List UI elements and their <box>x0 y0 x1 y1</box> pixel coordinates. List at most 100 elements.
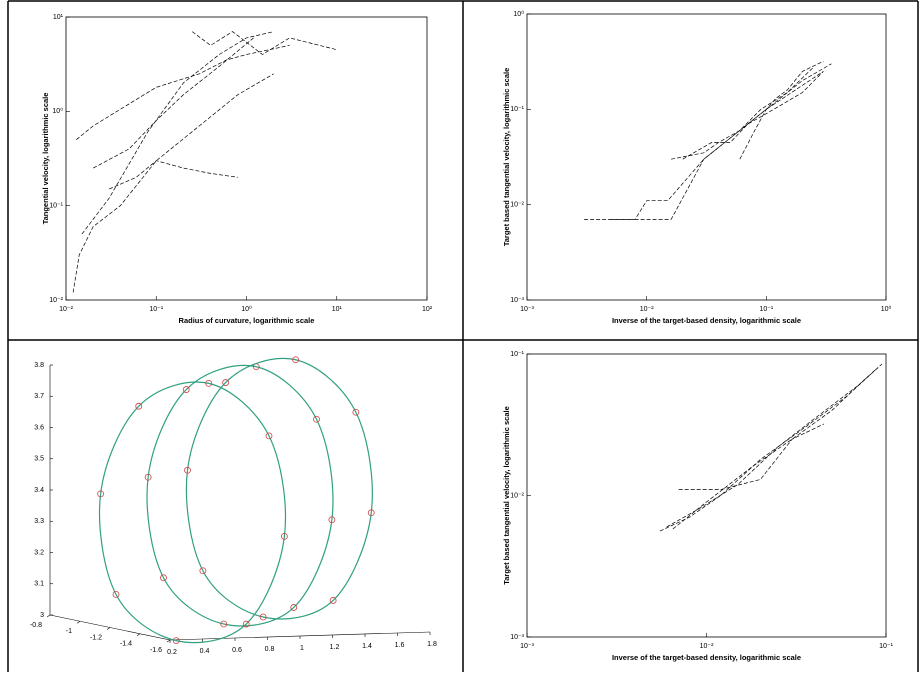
x-tick-label: 10⁰ <box>881 305 892 313</box>
z-tick-label: 3.2 <box>34 549 44 556</box>
data-line <box>672 375 869 530</box>
data-line <box>191 31 337 55</box>
y-axis-label: Tangential velocity, logarithmic scale <box>41 93 50 225</box>
loop-line <box>185 357 373 620</box>
sample-marker <box>160 574 167 582</box>
x-tick-label: 0.4 <box>200 648 210 655</box>
x-tick-label: 0.8 <box>265 646 275 653</box>
sample-marker <box>259 613 267 621</box>
y-tick-label: 10¹ <box>53 14 64 21</box>
sample-marker <box>112 590 120 598</box>
sample-marker <box>367 509 375 517</box>
y-tick-label: 10⁻² <box>510 492 524 499</box>
sample-marker <box>97 490 105 498</box>
data-line <box>584 63 832 220</box>
plot-frame <box>526 353 887 638</box>
z-tick-label: 3.7 <box>34 393 44 400</box>
x-tick-label: 1.8 <box>427 641 437 648</box>
sample-marker <box>222 379 230 386</box>
y-axis-label: Target based tangential velocity, logari… <box>502 406 511 585</box>
plot-frame <box>65 16 428 301</box>
data-line <box>76 45 290 140</box>
y-tick-label: 10⁻² <box>49 297 63 304</box>
sample-marker <box>290 604 298 611</box>
sample-marker <box>199 567 207 575</box>
x-tick-label: 1.6 <box>395 642 405 649</box>
x-tick-label: 10⁻² <box>59 306 73 313</box>
sample-marker <box>144 473 152 481</box>
sample-marker <box>220 620 228 628</box>
sample-marker <box>182 386 190 393</box>
sample-marker <box>313 415 320 423</box>
x-tick-label: 10⁻¹ <box>149 306 163 313</box>
sample-marker <box>352 408 360 416</box>
z-tick-label: 3.5 <box>34 456 44 463</box>
data-line <box>108 160 238 190</box>
z-tick-label: 3.4 <box>34 487 44 494</box>
x-tick-label: 10⁰ <box>241 305 252 313</box>
x-tick-label: 10⁻¹ <box>879 643 893 650</box>
data-line <box>666 367 879 528</box>
data-line <box>671 66 815 160</box>
x-tick-label: 1.4 <box>362 643 372 650</box>
x-tick-label: 0.6 <box>232 647 242 654</box>
data-line <box>72 73 274 293</box>
x-tick-label: 10² <box>422 306 433 313</box>
sample-marker <box>135 402 143 410</box>
y-tick <box>106 627 111 630</box>
y-tick-label: -0.8 <box>30 622 42 629</box>
y-tick <box>166 639 171 643</box>
x-tick-label: 10¹ <box>332 306 343 313</box>
y-tick-label: 10⁻¹ <box>49 203 63 210</box>
y-tick-label: 10⁻² <box>510 202 524 209</box>
sample-marker <box>184 466 191 474</box>
y-tick-label: 10⁰ <box>513 10 524 18</box>
data-line <box>81 31 274 235</box>
x-tick-label: 10⁻² <box>640 306 654 313</box>
z-tick-label: 3 <box>40 612 44 619</box>
sample-marker <box>172 637 180 645</box>
y-tick <box>46 614 51 618</box>
x-tick-label: 0.2 <box>167 649 177 656</box>
y-tick-label: 10⁻³ <box>510 297 524 304</box>
x-axis-label: Radius of curvature, logarithmic scale <box>179 316 315 325</box>
x-tick-label: 10⁻³ <box>520 643 534 650</box>
y-tick-label: -1 <box>66 628 72 635</box>
plot-frame <box>526 13 887 301</box>
loop-line <box>98 381 287 644</box>
sample-marker <box>292 356 300 364</box>
sample-marker <box>265 432 273 440</box>
y-tick <box>136 633 141 636</box>
data-line <box>93 37 254 169</box>
sample-marker <box>329 597 337 604</box>
z-tick-label: 3.3 <box>34 518 44 525</box>
sample-marker <box>328 516 336 524</box>
z-tick-label: 3.8 <box>34 362 44 369</box>
data-line <box>682 71 824 160</box>
loop-line <box>146 364 334 627</box>
data-line <box>610 71 824 220</box>
z-tick-label: 3.1 <box>34 581 44 588</box>
data-line <box>678 423 824 490</box>
x-axis-label: Inverse of the target-based density, log… <box>612 653 801 662</box>
y-tick-label: 10⁰ <box>52 107 63 115</box>
y-tick-label: 10⁻³ <box>510 634 524 641</box>
y-tick <box>76 621 81 624</box>
x-tick-label: 10⁻² <box>700 643 714 650</box>
sample-marker <box>242 620 250 628</box>
y-tick-label: 10⁻¹ <box>510 106 524 113</box>
x-axis-label: Inverse of the target-based density, log… <box>612 316 801 325</box>
x-tick-label: 10⁻³ <box>520 306 534 313</box>
y-tick-label: -1.2 <box>90 634 102 641</box>
x-tick-label: 10⁻¹ <box>759 306 773 313</box>
y-tick-label: -1.4 <box>120 641 132 648</box>
data-line <box>659 363 883 532</box>
x-tick-label: 1 <box>300 645 304 652</box>
y-tick-label: 10⁻¹ <box>510 351 524 358</box>
data-line <box>739 60 824 160</box>
sample-marker <box>205 379 213 387</box>
y-axis-label: Target based tangential velocity, logari… <box>502 68 511 247</box>
sample-marker <box>280 532 288 540</box>
z-tick-label: 3.6 <box>34 424 44 431</box>
